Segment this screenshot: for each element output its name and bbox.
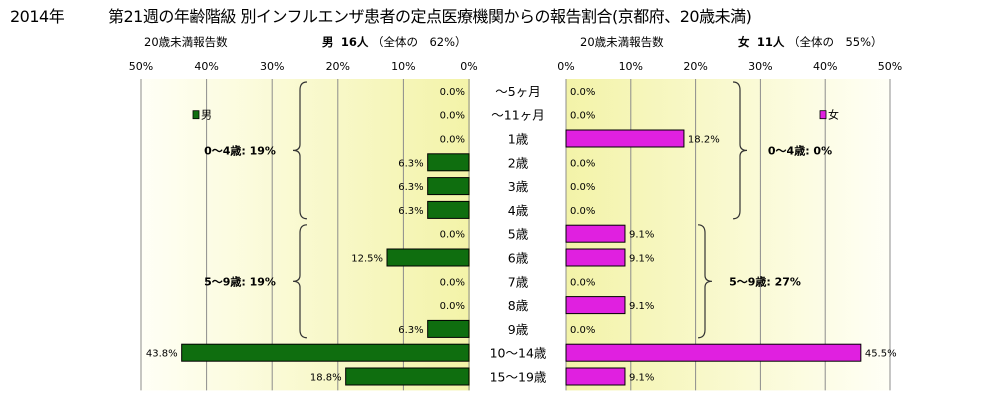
female-bar: [565, 129, 685, 148]
category-label: 15～19歳: [490, 370, 547, 385]
male-bar: [386, 248, 470, 267]
male-data-label: 0.0%: [440, 135, 465, 146]
title-year: 2014年: [10, 7, 65, 26]
male-data-label: 0.0%: [440, 230, 465, 241]
female-data-label: 9.1%: [629, 373, 654, 384]
female-bar: [565, 367, 626, 386]
female-legend-swatch: [819, 110, 827, 120]
male-data-label: 6.3%: [398, 158, 423, 169]
female-data-label: 0.0%: [570, 158, 595, 169]
female-data-label: 0.0%: [570, 111, 595, 122]
male-bar: [181, 343, 470, 362]
female-group-label: 0～4歳: 0%: [768, 143, 832, 157]
male-data-label: 6.3%: [398, 182, 423, 193]
right-count-label: 20歳未満報告数: [580, 35, 664, 49]
female-bar: [565, 343, 862, 362]
left-summary: 男 16人 （全体の 62%）: [322, 34, 467, 50]
female-data-label: 0.0%: [570, 206, 595, 217]
left-x-tick-label: 40%: [194, 60, 218, 73]
left-x-tick-label: 10%: [391, 60, 415, 73]
female-data-label: 9.1%: [629, 230, 654, 241]
female-data-label: 9.1%: [629, 301, 654, 312]
female-data-label: 9.1%: [629, 254, 654, 265]
male-bar: [427, 153, 470, 172]
male-data-label: 0.0%: [440, 111, 465, 122]
male-data-label: 6.3%: [398, 206, 423, 217]
right-sex: 女: [738, 35, 750, 49]
right-x-tick-label: 40%: [813, 60, 837, 73]
male-group-brace: [292, 224, 308, 339]
male-data-label: 18.8%: [310, 373, 342, 384]
male-data-label: 0.0%: [440, 87, 465, 98]
male-group-label: 5～9歳: 19%: [204, 274, 276, 288]
male-data-label: 0.0%: [440, 301, 465, 312]
category-label: 1歳: [508, 132, 529, 147]
female-data-label: 45.5%: [865, 349, 897, 360]
chart-title: 2014年 第21週の年齢階級 別インフルエンザ患者の定点医療機関からの報告割合(…: [10, 3, 752, 27]
title-text: 第21週の年齢階級 別インフルエンザ患者の定点医療機関からの報告割合(京都府、2…: [108, 7, 752, 26]
right-count: 11人: [756, 35, 785, 49]
female-data-label: 0.0%: [570, 325, 595, 336]
male-bar: [345, 367, 470, 386]
right-x-tick-label: 50%: [878, 60, 902, 73]
female-legend-label: 女: [828, 108, 839, 122]
female-group-label: 5～9歳: 27%: [729, 274, 801, 288]
right-x-tick-label: 30%: [748, 60, 772, 73]
male-bar: [427, 200, 470, 219]
right-x-tick-label: 10%: [619, 60, 643, 73]
right-summary: 女 11人 （全体の 55%）: [738, 34, 883, 50]
female-data-label: 18.2%: [688, 135, 720, 146]
category-label: 5歳: [508, 227, 529, 242]
male-bar: [427, 319, 470, 338]
category-label: 3歳: [508, 179, 529, 194]
male-data-label: 43.8%: [146, 349, 178, 360]
left-x-tick-label: 20%: [326, 60, 350, 73]
category-label: 4歳: [508, 203, 529, 218]
female-group-brace: [732, 81, 748, 220]
category-label: 9歳: [508, 322, 529, 337]
female-data-label: 0.0%: [570, 277, 595, 288]
category-label: ～11ヶ月: [491, 108, 544, 123]
left-count: 16人: [340, 35, 369, 49]
male-bar: [427, 177, 470, 196]
female-bar: [565, 224, 626, 243]
category-label: 2歳: [508, 155, 529, 170]
female-data-label: 0.0%: [570, 182, 595, 193]
female-group-brace: [697, 224, 713, 339]
male-data-label: 6.3%: [398, 325, 423, 336]
left-plot-area: [140, 79, 470, 391]
female-bar: [565, 248, 626, 267]
male-legend-swatch: [192, 110, 200, 120]
left-x-tick-label: 30%: [260, 60, 284, 73]
right-x-tick-label: 0%: [557, 60, 574, 73]
male-data-label: 12.5%: [351, 254, 383, 265]
category-label: 10～14歳: [490, 346, 547, 361]
left-count-label: 20歳未満報告数: [144, 35, 228, 49]
category-label: 6歳: [508, 251, 529, 266]
left-x-tick-label: 0%: [460, 60, 477, 73]
male-group-label: 0～4歳: 19%: [204, 143, 276, 157]
category-label: 8歳: [508, 298, 529, 313]
left-sex: 男: [322, 35, 334, 49]
female-bar: [565, 296, 626, 315]
left-share: （全体の 62%）: [371, 35, 467, 49]
left-x-tick-label: 50%: [129, 60, 153, 73]
category-label: ～5ヶ月: [495, 84, 540, 99]
right-share: （全体の 55%）: [787, 35, 883, 49]
female-data-label: 0.0%: [570, 87, 595, 98]
category-label: 7歳: [508, 274, 529, 289]
male-legend-label: 男: [201, 109, 212, 122]
male-data-label: 0.0%: [440, 277, 465, 288]
male-group-brace: [292, 81, 308, 220]
right-x-tick-label: 20%: [683, 60, 707, 73]
